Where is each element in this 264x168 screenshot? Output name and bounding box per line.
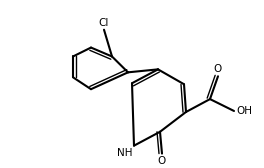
Text: O: O bbox=[158, 156, 166, 166]
Text: O: O bbox=[214, 64, 222, 74]
Text: Cl: Cl bbox=[99, 18, 109, 28]
Text: OH: OH bbox=[236, 106, 252, 116]
Text: NH: NH bbox=[116, 148, 132, 158]
